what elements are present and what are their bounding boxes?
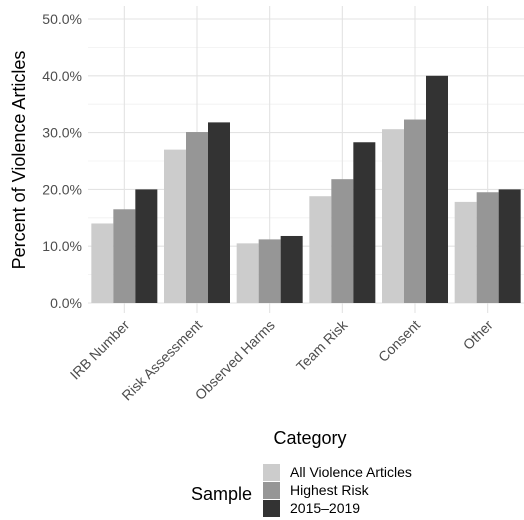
minor-gridlines [88,47,524,276]
bar [476,192,499,303]
bar [454,201,477,303]
x-axis-title: Category [273,428,346,448]
bar [280,235,303,303]
y-tick-label: 10.0% [42,238,82,254]
legend-label: 2015–2019 [290,500,360,516]
bar [309,196,332,303]
bar [208,122,230,303]
x-tick-label: IRB Number [67,317,133,383]
x-tick-label: Other [460,317,496,353]
legend-key [263,500,280,517]
legend-title: Sample [191,484,252,504]
legend-label: All Violence Articles [290,464,412,480]
y-tick-label: 50.0% [42,11,82,27]
bar [353,142,376,303]
bar [186,132,208,303]
bar [113,209,136,303]
legend-key [263,464,280,481]
y-tick-label: 40.0% [42,68,82,84]
bar [404,119,426,303]
x-tick-label: Consent [375,317,423,365]
y-axis-title: Percent of Violence Articles [9,51,29,270]
bar [135,189,158,303]
bar [91,223,114,303]
bar [164,149,186,303]
y-tick-label: 0.0% [50,295,82,311]
bar [331,179,354,303]
legend-key [263,482,280,499]
x-tick-label: Team Risk [293,316,351,374]
bars [91,75,521,303]
legend: Sample All Violence Articles Highest Risk… [191,464,412,517]
bar [236,243,259,303]
y-axis-ticks: 0.0% 10.0% 20.0% 30.0% 40.0% 50.0% [42,11,82,311]
legend-items: All Violence Articles Highest Risk 2015–20… [263,464,412,517]
legend-label: Highest Risk [290,482,370,498]
bar [426,75,448,303]
bar [258,239,281,303]
x-tick-label: Observed Harms [192,317,278,403]
y-tick-label: 30.0% [42,125,82,141]
y-tick-label: 20.0% [42,181,82,197]
bar [382,129,404,303]
bar [498,189,521,303]
